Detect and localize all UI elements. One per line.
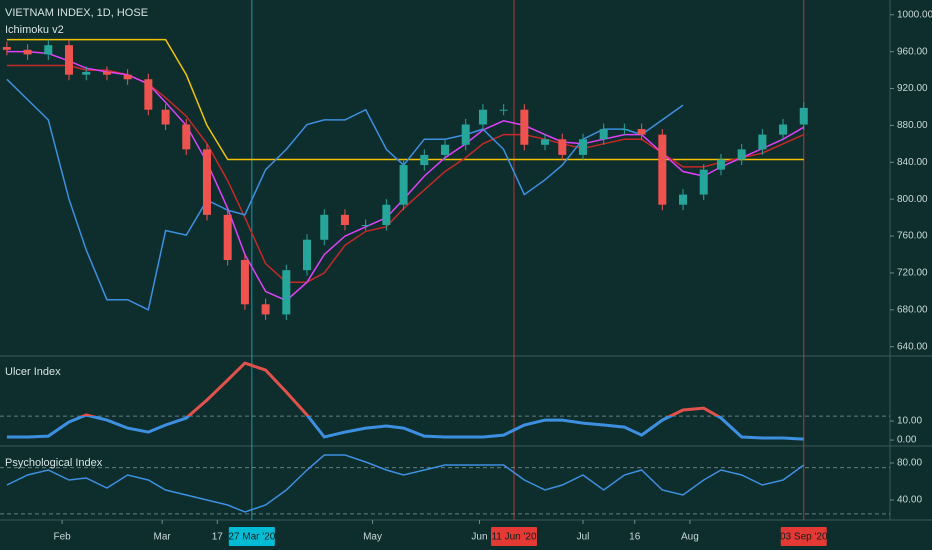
- candle-body: [478, 109, 487, 125]
- candle-body: [578, 139, 587, 155]
- candle-body: [361, 224, 370, 226]
- candle-body: [382, 204, 391, 225]
- y-tick-label: 40.00: [897, 495, 922, 506]
- candle-body: [558, 139, 567, 155]
- x-tick-label: Jul: [577, 532, 590, 543]
- candle-body: [599, 129, 608, 140]
- marker-label: 27 Mar '20: [228, 532, 275, 543]
- marker-label: 03 Sep '20: [780, 532, 828, 543]
- candle-body: [737, 149, 746, 160]
- candle-body: [716, 159, 725, 170]
- x-tick-label: Mar: [154, 532, 172, 543]
- chart-title: VIETNAM INDEX, 1D, HOSE: [5, 7, 148, 19]
- candle-body: [779, 124, 788, 135]
- candle-body: [699, 169, 708, 195]
- y-tick-label: 640.00: [897, 341, 928, 352]
- candle-body: [64, 45, 73, 75]
- candle-body: [499, 109, 508, 111]
- candle-body: [23, 49, 32, 55]
- candle-body: [420, 154, 429, 166]
- y-tick-label: 10.00: [897, 416, 922, 427]
- candle-body: [123, 74, 132, 80]
- candle-body: [161, 109, 170, 125]
- candle-body: [44, 45, 53, 55]
- candle-body: [541, 139, 550, 145]
- candle-body: [223, 214, 232, 261]
- candle-body: [102, 71, 111, 75]
- y-tick-label: 0.00: [897, 435, 917, 446]
- candle-body: [620, 129, 629, 131]
- candle-body: [399, 165, 408, 205]
- y-tick-label: 680.00: [897, 304, 928, 315]
- y-tick-label: 720.00: [897, 268, 928, 279]
- candle-body: [144, 79, 153, 110]
- x-tick-label: 16: [629, 532, 641, 543]
- x-tick-label: Jun: [471, 532, 487, 543]
- y-tick-label: 960.00: [897, 46, 928, 57]
- candle-body: [240, 260, 249, 305]
- x-tick-label: Aug: [681, 532, 699, 543]
- marker-label-box: [490, 527, 537, 546]
- candle-body: [441, 144, 449, 155]
- candle-body: [520, 109, 529, 145]
- candle-body: [303, 239, 312, 271]
- candle-body: [340, 214, 349, 225]
- x-tick-label: Feb: [53, 532, 71, 543]
- candle-body: [758, 134, 767, 150]
- candle-body: [282, 270, 291, 315]
- y-tick-label: 80.00: [897, 458, 922, 469]
- candle-body: [202, 149, 211, 215]
- x-tick-label: May: [363, 532, 382, 543]
- candle-body: [637, 129, 646, 135]
- y-tick-label: 800.00: [897, 194, 928, 205]
- indicator-line: [6, 78, 684, 311]
- marker-label: 11 Jun '20: [491, 532, 537, 543]
- y-tick-label: 880.00: [897, 120, 928, 131]
- pane-title: Ulcer Index: [5, 366, 61, 378]
- candle-body: [82, 71, 91, 75]
- candle-body: [261, 304, 270, 315]
- pane-title: Psychological Index: [5, 457, 103, 469]
- indicator-line: [6, 454, 805, 513]
- candle-body: [461, 124, 470, 145]
- indicator-line: [6, 361, 804, 441]
- candle-body: [658, 134, 667, 205]
- y-tick-label: 920.00: [897, 83, 928, 94]
- y-tick-label: 840.00: [897, 157, 928, 168]
- y-tick-label: 1000.00: [897, 9, 932, 20]
- marker-label-box: [780, 527, 827, 546]
- candle-body: [320, 214, 329, 240]
- candle-body: [182, 124, 191, 150]
- candle-body: [799, 107, 808, 125]
- candle-body: [679, 194, 688, 205]
- marker-label-box: [228, 527, 275, 546]
- indicator-label: Ichimoku v2: [5, 24, 64, 36]
- candle-body: [2, 47, 11, 50]
- x-tick-label: 17: [212, 532, 224, 543]
- y-tick-label: 760.00: [897, 231, 928, 242]
